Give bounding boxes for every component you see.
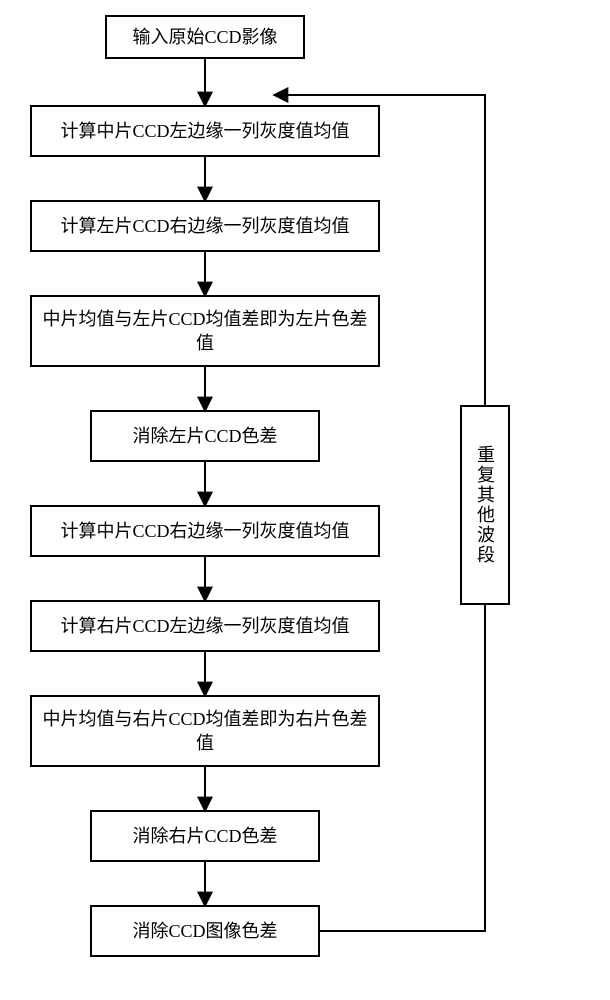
flow-loop-node: 重复其他波段 [460,405,510,605]
flow-node-label: 计算中片CCD左边缘一列灰度值均值 [60,119,349,143]
flow-node-label: 消除左片CCD色差 [132,424,277,448]
flow-node-n3: 中片均值与左片CCD均值差即为左片色差值 [30,295,380,367]
flow-node-n6: 计算右片CCD左边缘一列灰度值均值 [30,600,380,652]
flow-node-label: 消除右片CCD色差 [132,824,277,848]
flow-node-n8: 消除右片CCD色差 [90,810,320,862]
flow-node-label: 中片均值与右片CCD均值差即为右片色差值 [42,707,368,756]
flow-node-n4: 消除左片CCD色差 [90,410,320,462]
flow-node-label: 计算右片CCD左边缘一列灰度值均值 [60,614,349,638]
flow-node-label: 输入原始CCD影像 [132,25,277,49]
flow-node-n9: 消除CCD图像色差 [90,905,320,957]
flow-node-label: 计算左片CCD右边缘一列灰度值均值 [60,214,349,238]
flow-node-n7: 中片均值与右片CCD均值差即为右片色差值 [30,695,380,767]
flow-node-n0: 输入原始CCD影像 [105,15,305,59]
flow-node-n1: 计算中片CCD左边缘一列灰度值均值 [30,105,380,157]
flow-node-label: 中片均值与左片CCD均值差即为左片色差值 [42,307,368,356]
loop-edge-bottom [320,605,485,931]
flow-loop-label: 重复其他波段 [472,445,498,565]
flow-node-label: 消除CCD图像色差 [132,919,277,943]
flow-node-n5: 计算中片CCD右边缘一列灰度值均值 [30,505,380,557]
flow-node-n2: 计算左片CCD右边缘一列灰度值均值 [30,200,380,252]
flow-node-label: 计算中片CCD右边缘一列灰度值均值 [60,519,349,543]
